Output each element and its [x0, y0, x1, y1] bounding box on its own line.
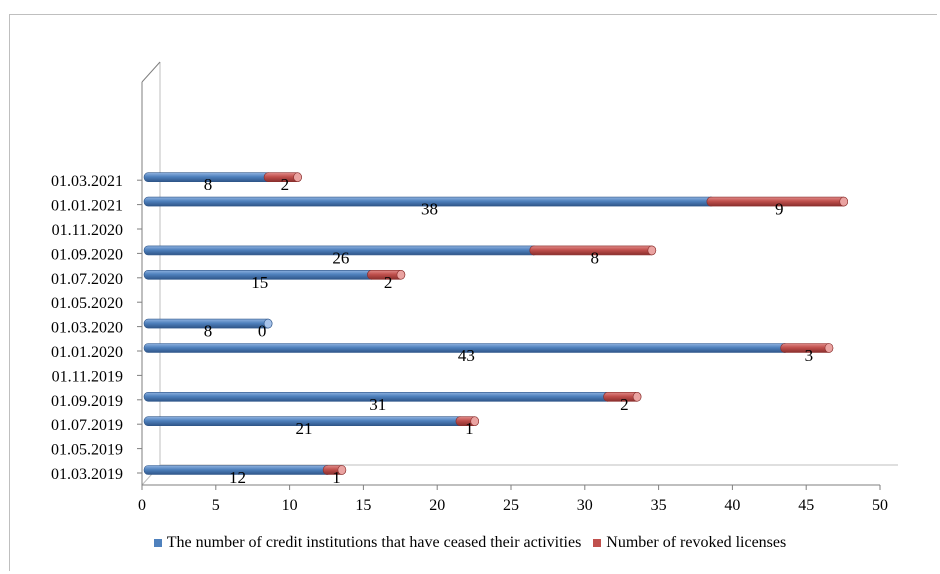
bar-cap [263, 318, 273, 329]
data-label-revoked: 8 [591, 248, 600, 267]
bar-revoked [603, 391, 642, 402]
chart-frame [9, 14, 937, 571]
x-tick-label: 5 [212, 497, 220, 514]
data-label-revoked: 2 [384, 273, 393, 292]
y-axis-top-edge [141, 61, 161, 83]
y-tick-label: 01.01.2020 [51, 344, 123, 361]
data-label-ceased: 43 [458, 346, 475, 365]
bar-cap [632, 391, 642, 402]
x-tick-label: 40 [724, 497, 740, 514]
x-tick-label: 35 [651, 497, 667, 514]
x-tick-label: 25 [503, 497, 519, 514]
data-label-revoked: 1 [332, 468, 341, 487]
chart-bars [143, 172, 849, 475]
bar-cap [839, 196, 849, 207]
bar-cap [396, 269, 406, 280]
y-tick-label: 01.03.2020 [51, 320, 123, 337]
bar-revoked [322, 465, 347, 475]
x-tick-label: 20 [429, 497, 445, 514]
y-tick-label: 01.03.2019 [51, 466, 123, 483]
chart-legend: The number of credit institutions that h… [0, 534, 940, 552]
x-tick-label: 10 [282, 497, 298, 514]
data-label-revoked: 3 [805, 346, 814, 365]
y-tick-label: 01.09.2019 [51, 393, 123, 410]
stacked-bar-chart: 0 5 10 15 20 25 30 35 40 45 5001.03.201901.05.2019… [51, 61, 898, 514]
bar-ceased [143, 318, 273, 329]
data-label-ceased: 31 [369, 395, 386, 414]
bar-revoked [529, 245, 657, 256]
data-label-ceased: 38 [421, 200, 438, 219]
y-tick-label: 01.03.2021 [51, 173, 123, 190]
y-tick-label: 01.05.2019 [51, 442, 123, 459]
y-tick-label: 01.11.2019 [52, 368, 123, 385]
bar-revoked [367, 269, 406, 280]
x-tick-label: 15 [355, 497, 371, 514]
legend-label-ceased: The number of credit institutions that h… [166, 534, 582, 551]
x-tick-label: 30 [577, 497, 593, 514]
legend-swatch-ceased [153, 539, 162, 547]
y-tick-label: 01.07.2019 [51, 417, 123, 434]
bar-cap [293, 172, 302, 182]
y-tick-label: 01.07.2020 [51, 271, 123, 288]
legend-item-revoked: Number of revoked licenses [593, 534, 786, 552]
data-label-ceased: 8 [204, 175, 213, 194]
bar-cap [647, 245, 657, 256]
x-tick-label: 50 [872, 497, 888, 514]
chart-labels: 0 5 10 15 20 25 30 35 40 45 5001.03.201901.05.2019… [51, 173, 888, 514]
x-tick-label: 45 [798, 497, 814, 514]
bar-revoked [455, 416, 480, 427]
bar-cap [824, 343, 834, 353]
data-label-revoked: 2 [281, 175, 290, 194]
legend-item-ceased: The number of credit institutions that h… [153, 534, 582, 552]
y-tick-label: 01.09.2020 [51, 246, 123, 263]
y-tick-label: 01.11.2020 [52, 222, 123, 239]
legend-label-revoked: Number of revoked licenses [606, 534, 787, 551]
data-label-ceased: 8 [204, 322, 213, 341]
bar-revoked [263, 172, 302, 182]
data-label-revoked: 1 [465, 419, 474, 438]
legend-swatch-revoked [593, 539, 602, 547]
y-tick-label: 01.01.2021 [51, 198, 123, 215]
data-label-revoked: 9 [775, 200, 784, 219]
data-label-ceased: 21 [295, 419, 312, 438]
data-label-ceased: 26 [332, 248, 349, 267]
chart-axes [137, 61, 898, 490]
data-label-revoked: 2 [620, 395, 629, 414]
bar-revoked [706, 196, 849, 207]
x-tick-label: 0 [138, 497, 146, 514]
bar-cap [337, 465, 347, 475]
y-tick-label: 01.05.2020 [51, 295, 123, 312]
data-label-revoked: 0 [258, 322, 267, 341]
data-label-ceased: 15 [251, 273, 268, 292]
bar-cap [470, 416, 480, 427]
bar-revoked [780, 343, 834, 353]
data-label-ceased: 12 [229, 468, 246, 487]
